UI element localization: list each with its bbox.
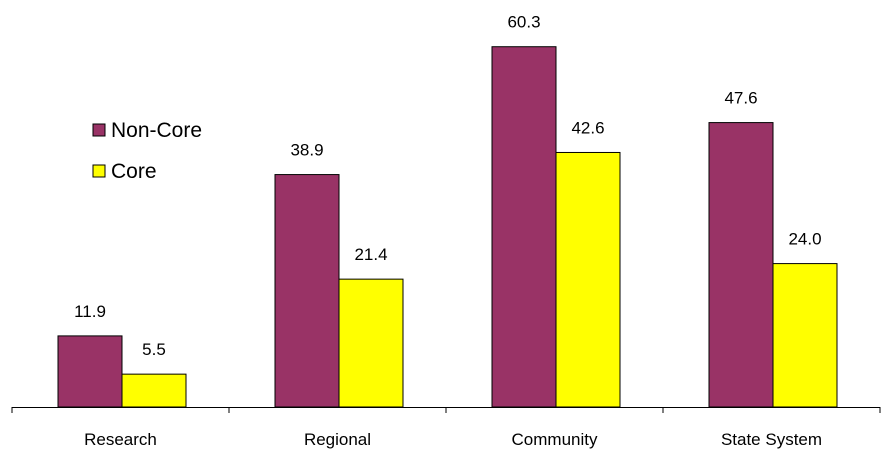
- value-label-core-research: 5.5: [142, 340, 166, 359]
- bar-non-core-research: [57, 335, 123, 408]
- bar-non-core-regional: [274, 174, 340, 408]
- category-labels-group: Research Regional Community State System: [84, 430, 822, 449]
- bar-non-core-state-system: [708, 122, 774, 408]
- category-label-research: Research: [84, 430, 157, 449]
- category-label-community: Community: [512, 430, 598, 449]
- value-label-core-state-system: 24.0: [788, 230, 821, 249]
- value-label-core-regional: 21.4: [354, 245, 387, 264]
- bar-core-regional: [338, 278, 404, 408]
- value-label-non-core-community: 60.3: [507, 13, 540, 32]
- value-label-non-core-regional: 38.9: [290, 141, 323, 160]
- legend-label-non-core: Non-Core: [111, 119, 202, 142]
- value-label-non-core-state-system: 47.6: [724, 89, 757, 108]
- category-label-state-system: State System: [721, 430, 822, 449]
- legend: Non-Core Core: [92, 119, 202, 183]
- legend-label-core: Core: [111, 160, 157, 183]
- x-axis: [11, 407, 881, 413]
- legend-swatch-non-core: [92, 123, 106, 137]
- category-label-regional: Regional: [304, 430, 371, 449]
- bar-core-research: [121, 373, 187, 408]
- value-labels-group: 11.9 5.5 38.9 21.4 60.3 42.6 47.6 24.0: [74, 13, 821, 359]
- value-label-core-community: 42.6: [571, 118, 604, 137]
- bars-group: [57, 46, 838, 408]
- bar-core-state-system: [772, 263, 838, 408]
- bar-non-core-community: [491, 46, 557, 408]
- legend-swatch-core: [92, 164, 106, 178]
- bar-core-community: [555, 151, 621, 408]
- value-label-non-core-research: 11.9: [74, 302, 106, 321]
